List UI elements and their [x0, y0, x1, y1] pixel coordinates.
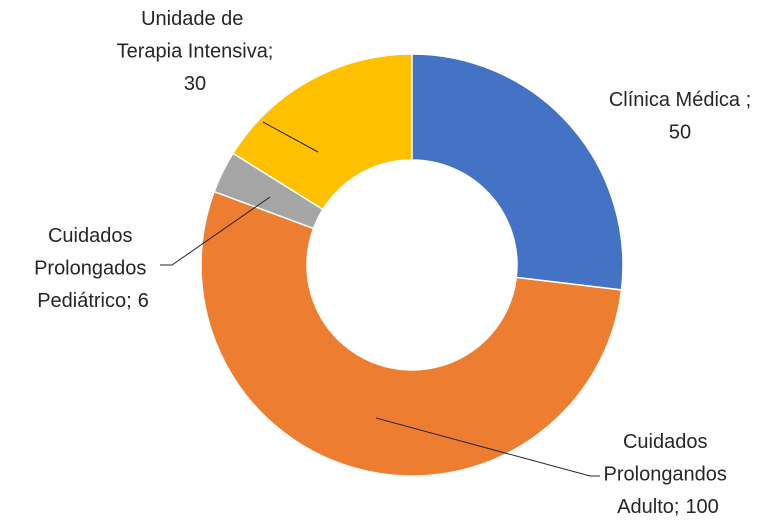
- donut-slice: [213, 152, 324, 230]
- data-label-value: 30: [184, 73, 206, 95]
- donut-slice: [411, 53, 624, 291]
- data-label-category: Clínica Médica ;: [609, 89, 751, 111]
- leader-line: [160, 196, 271, 266]
- label-line: Prolongados: [34, 258, 152, 280]
- label-line: Cuidados: [623, 431, 713, 453]
- leader-line: [375, 417, 600, 477]
- label-line: Prolongandos: [604, 464, 733, 486]
- data-label-value: 100: [685, 496, 718, 518]
- label-line: Terapia Intensiva;: [117, 41, 274, 63]
- label-line: Pediátrico;: [37, 290, 132, 312]
- data-label-category: Cuidados Prolongandos Adulto;: [604, 431, 733, 518]
- data-label: Unidade de Terapia Intensiva; 30: [117, 8, 274, 95]
- label-line: Cuidados: [48, 225, 138, 247]
- data-label-category: Cuidados Prolongados Pediátrico;: [34, 225, 152, 312]
- data-label: Clínica Médica ; 50: [609, 89, 751, 144]
- data-label-category: Unidade de Terapia Intensiva;: [117, 8, 274, 63]
- label-line: Unidade de: [141, 8, 249, 30]
- label-line: Clínica Médica ;: [609, 89, 751, 111]
- data-label-value: 6: [138, 290, 149, 312]
- data-label: Cuidados Prolongados Pediátrico; 6: [34, 225, 152, 312]
- donut-slice: [200, 190, 623, 477]
- data-label-value: 50: [669, 122, 691, 144]
- label-line: Adulto;: [617, 496, 679, 518]
- leader-line: [262, 121, 319, 153]
- data-label: Cuidados Prolongandos Adulto; 100: [604, 431, 733, 518]
- donut-slice: [231, 53, 413, 211]
